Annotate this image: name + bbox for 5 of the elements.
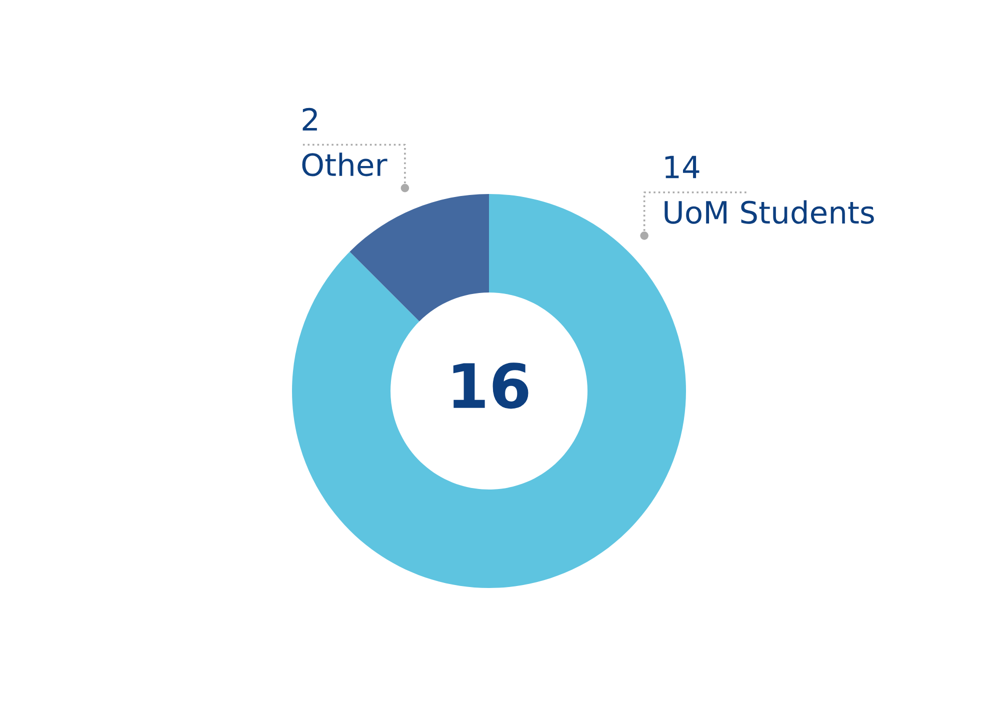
data-label: 14 <box>665 156 700 178</box>
slice-label: UoM Students <box>664 200 874 224</box>
data-label: 2 <box>302 108 317 130</box>
slice-label: Other <box>302 152 388 176</box>
text: 16 <box>453 362 528 409</box>
